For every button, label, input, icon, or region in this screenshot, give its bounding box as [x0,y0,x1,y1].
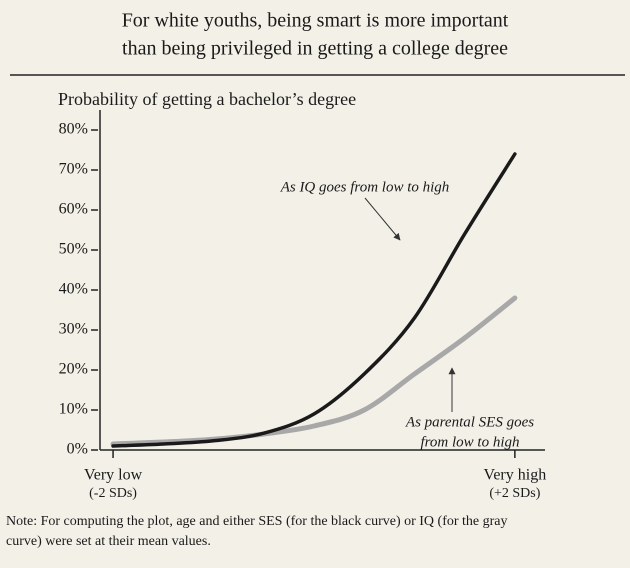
annotation: As parental SES goes [405,414,534,430]
y-tick-label: 60% [59,201,88,218]
note: curve) were set at their mean values. [6,534,211,549]
y-tick-label: 0% [67,441,88,458]
y-tick-label: 20% [59,361,88,378]
y-tick-label: 40% [59,281,88,298]
x-tick-sublabel: (+2 SDs) [489,486,540,501]
y-tick-label: 80% [59,121,88,138]
x-tick-label: Very low [84,467,143,484]
y-tick-label: 50% [59,241,88,258]
y-axis-label: Probability of getting a bachelor’s degr… [58,89,356,109]
line-series [110,295,518,447]
note: Note: For computing the plot, age and ei… [6,514,508,529]
chart-title: than being privileged in getting a colle… [122,38,508,60]
annotation: As IQ goes from low to high [280,179,450,195]
line-series [111,152,517,448]
x-tick-sublabel: (-2 SDs) [89,486,137,501]
annotation: from low to high [420,434,519,450]
chart-title: For white youths, being smart is more im… [122,10,509,32]
y-tick-label: 30% [59,321,88,338]
x-tick-label: Very high [484,467,547,484]
y-tick-label: 70% [59,161,88,178]
annotation-arrow [364,197,401,241]
y-tick-label: 10% [59,401,88,418]
